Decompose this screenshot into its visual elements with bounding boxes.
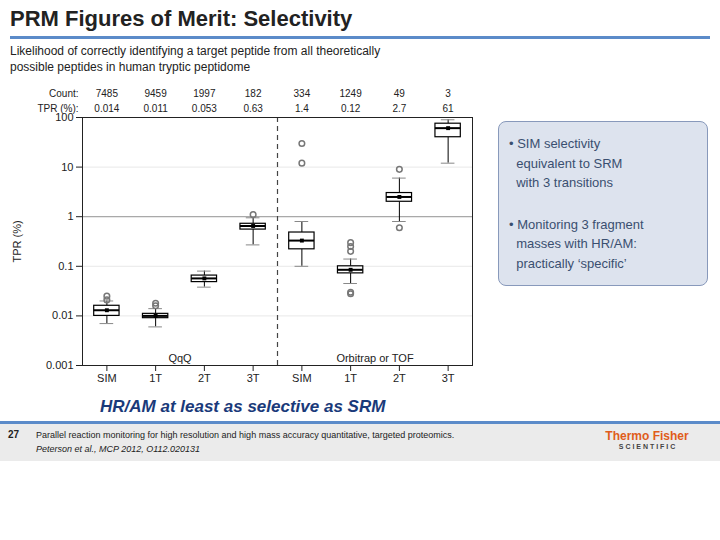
svg-text:100: 100	[55, 111, 74, 124]
html-text:HR/AM at least as selective as: HR/AM at least as selective as SRM	[100, 397, 386, 417]
html-text:S C I E N T I F I C: S C I E N T I F I C	[618, 443, 676, 451]
svg-text:7485: 7485	[96, 88, 119, 99]
svg-text:TPR (%): TPR (%)	[11, 221, 23, 263]
svg-text:1T: 1T	[149, 373, 162, 385]
svg-text:0.63: 0.63	[243, 103, 263, 114]
svg-text:1.4: 1.4	[295, 103, 309, 114]
svg-text:2T: 2T	[198, 373, 211, 385]
svg-text:1: 1	[67, 211, 73, 223]
html-text:Parallel reaction monitoring f: Parallel reaction monitoring for high re…	[36, 430, 455, 441]
svg-text:1997: 1997	[193, 88, 216, 99]
svg-text:0.1: 0.1	[58, 260, 73, 272]
svg-text:0.014: 0.014	[94, 103, 119, 114]
svg-text:SIM: SIM	[97, 373, 117, 385]
svg-text:9459: 9459	[145, 88, 168, 99]
svg-text:49: 49	[394, 88, 406, 99]
svg-text:2T: 2T	[393, 373, 406, 385]
svg-text:1249: 1249	[340, 88, 363, 99]
svg-text:1T: 1T	[344, 373, 357, 385]
svg-text:0.011: 0.011	[143, 103, 168, 114]
svg-text:Orbitrap or TOF: Orbitrap or TOF	[336, 352, 414, 364]
html-text:• Monitoring 3 fragment masses: • Monitoring 3 fragment masses with HR/A…	[509, 216, 644, 271]
svg-text:334: 334	[294, 88, 311, 99]
svg-text:2.7: 2.7	[392, 103, 406, 114]
svg-text:3T: 3T	[442, 373, 455, 385]
svg-text:SIM: SIM	[292, 373, 312, 385]
svg-text:Count:: Count:	[49, 88, 78, 99]
html-text:Peterson et al., MCP 2012, O11: Peterson et al., MCP 2012, O112.020131	[36, 443, 201, 454]
svg-text:0.001: 0.001	[46, 359, 74, 371]
svg-text:3: 3	[445, 88, 451, 99]
svg-text:3T: 3T	[247, 373, 260, 385]
svg-text:0.12: 0.12	[341, 103, 361, 114]
svg-text:TPR (%):: TPR (%):	[37, 103, 78, 114]
html-text:27: 27	[8, 429, 20, 441]
svg-text:0.01: 0.01	[52, 310, 73, 322]
html-text:• SIM selectivity equivalent t: • SIM selectivity equivalent to SRM with…	[509, 136, 623, 191]
svg-text:10: 10	[61, 161, 73, 173]
html-text:Thermo Fisher: Thermo Fisher	[605, 429, 689, 444]
html-text:PRM Figures of Merit: Selectiv: PRM Figures of Merit: Selectivity	[10, 6, 353, 31]
svg-text:61: 61	[443, 103, 455, 114]
svg-text:QqQ: QqQ	[168, 352, 192, 364]
html-text:Likelihood of correctly identi: Likelihood of correctly identifying a ta…	[10, 44, 381, 75]
svg-text:0.053: 0.053	[192, 103, 217, 114]
svg-text:182: 182	[245, 88, 262, 99]
